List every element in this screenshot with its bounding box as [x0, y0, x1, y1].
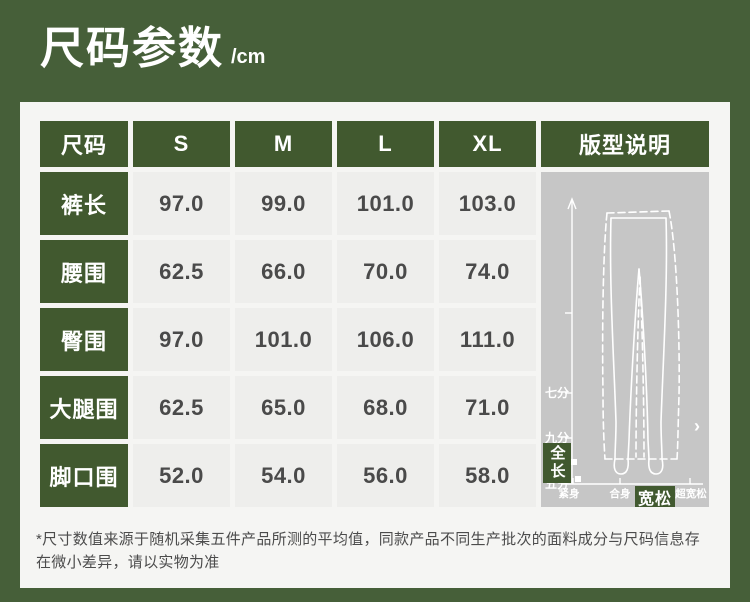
table-value: 97.0: [133, 308, 230, 371]
size-chart-card: 尺码 S M L XL 版型说明 裤长 97.0 99.0 101.0 103.…: [20, 102, 730, 588]
length-axis: [565, 197, 577, 484]
table-value: 99.0: [235, 172, 332, 235]
length-selected-badge: 全长: [543, 443, 571, 483]
page-title-text: 尺码参数: [40, 24, 224, 73]
slim-pants-solid-outline: [609, 217, 668, 475]
table-value: 101.0: [235, 308, 332, 371]
table-header-fit: 版型说明: [541, 121, 709, 167]
fit-label-fitted: 合身: [609, 488, 631, 500]
table-value: 71.0: [439, 376, 536, 439]
row-label-waist: 腰围: [40, 240, 128, 303]
table-header-xl: XL: [439, 121, 536, 167]
table-value: 58.0: [439, 444, 536, 507]
length-label-nine: 九分: [545, 431, 570, 445]
table-value: 62.5: [133, 240, 230, 303]
table-value: 56.0: [337, 444, 434, 507]
table-value: 54.0: [235, 444, 332, 507]
row-label-thigh: 大腿围: [40, 376, 128, 439]
table-value: 62.5: [133, 376, 230, 439]
length-label-seven: 七分: [545, 386, 570, 400]
fit-axis: [561, 478, 703, 485]
table-value: 66.0: [235, 240, 332, 303]
size-table: 尺码 S M L XL 版型说明 裤长 97.0 99.0 101.0 103.…: [40, 121, 709, 508]
table-value: 74.0: [439, 240, 536, 303]
fit-selected-badge: 宽松: [635, 486, 675, 508]
row-label-hip: 臀围: [40, 308, 128, 371]
table-header-size: 尺码: [40, 121, 128, 167]
origin-marker: [575, 476, 581, 482]
wide-pants-dashed-outline: [601, 210, 680, 460]
fit-diagram: 五分 七分 五分 九分 全长 紧身 合身 宽松 超宽松 ›: [541, 172, 709, 508]
table-value: 68.0: [337, 376, 434, 439]
chevron-right-icon: ›: [694, 416, 700, 436]
table-value: 52.0: [133, 444, 230, 507]
table-header-l: L: [337, 121, 434, 167]
table-value: 70.0: [337, 240, 434, 303]
row-label-pant-length: 裤长: [40, 172, 128, 235]
table-value: 97.0: [133, 172, 230, 235]
row-label-leg-opening: 脚口围: [40, 444, 128, 507]
fit-label-extra-loose: 超宽松: [675, 488, 707, 500]
fit-label-tight: 紧身: [558, 488, 580, 500]
page-title: 尺码参数 /cm: [40, 24, 265, 74]
table-header-m: M: [235, 121, 332, 167]
table-value: 111.0: [439, 308, 536, 371]
table-value: 65.0: [235, 376, 332, 439]
table-value: 106.0: [337, 308, 434, 371]
page-title-unit: /cm: [231, 46, 266, 68]
length-marker: [571, 459, 577, 465]
measurement-disclaimer: *尺寸数值来源于随机采集五件产品所测的平均值，同款产品不同生产批次的面料成分与尺…: [36, 531, 701, 571]
table-value: 103.0: [439, 172, 536, 235]
pants-outline-graphic: [561, 197, 703, 485]
table-value: 101.0: [337, 172, 434, 235]
table-header-s: S: [133, 121, 230, 167]
